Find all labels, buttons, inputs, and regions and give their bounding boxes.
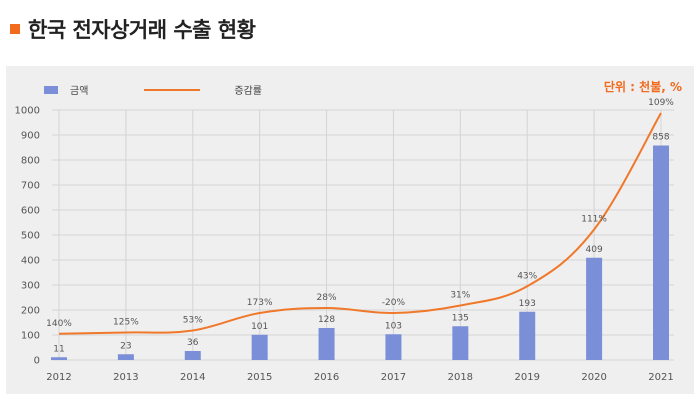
legend-line-swatch-icon bbox=[144, 88, 201, 91]
page-title: 한국 전자상거래 수출 현황 bbox=[28, 18, 256, 42]
line-value-label: 53% bbox=[183, 316, 203, 326]
growth-rate-line bbox=[58, 112, 662, 335]
bar-value-label: 858 bbox=[652, 133, 669, 143]
bar bbox=[251, 334, 268, 360]
bar-value-label: 23 bbox=[120, 341, 131, 351]
y-tick-label: 800 bbox=[21, 156, 40, 167]
bar bbox=[452, 326, 469, 360]
unit-label: 단위 : 천불, % bbox=[603, 80, 682, 94]
line-value-label: 140% bbox=[46, 319, 72, 329]
title-marker-icon bbox=[10, 24, 20, 34]
y-tick-label: 500 bbox=[21, 231, 40, 242]
x-tick-label: 2021 bbox=[648, 372, 673, 383]
y-tick-label: 100 bbox=[21, 331, 40, 342]
legend-bar-label: 금액 bbox=[70, 86, 89, 97]
bar bbox=[117, 354, 134, 360]
line-value-label: 125% bbox=[113, 318, 139, 328]
y-tick-label: 400 bbox=[21, 256, 40, 267]
x-tick-label: 2018 bbox=[448, 372, 473, 383]
bar bbox=[519, 311, 536, 360]
x-tick-label: 2017 bbox=[381, 372, 406, 383]
line-value-label: 173% bbox=[247, 298, 273, 308]
x-tick-label: 2014 bbox=[180, 372, 205, 383]
bar bbox=[184, 351, 201, 360]
line-value-label: 28% bbox=[317, 293, 337, 303]
legend-line-label: 증감률 bbox=[234, 86, 263, 97]
line-value-label: 31% bbox=[450, 291, 470, 301]
x-tick-label: 2016 bbox=[314, 372, 339, 383]
y-tick-label: 300 bbox=[21, 281, 40, 292]
x-tick-label: 2012 bbox=[46, 372, 71, 383]
chart-legend: 금액 증감률 bbox=[44, 82, 262, 97]
y-tick-label: 600 bbox=[21, 206, 40, 217]
y-tick-label: 0 bbox=[34, 356, 40, 367]
bar-value-label: 128 bbox=[318, 315, 335, 325]
x-tick-label: 2015 bbox=[247, 372, 272, 383]
bar-value-label: 11 bbox=[53, 344, 64, 354]
chart-panel: 0 100 200 300 400 500 600 700 800 900 1000 2012 2013… bbox=[6, 66, 694, 394]
bar bbox=[385, 334, 402, 360]
line-value-label: 109% bbox=[648, 98, 674, 108]
page-header: 한국 전자상거래 수출 현황 bbox=[10, 12, 256, 46]
bar bbox=[51, 357, 67, 360]
y-tick-label: 700 bbox=[21, 181, 40, 192]
bar-value-label: 103 bbox=[385, 321, 402, 331]
chart-svg: 0 100 200 300 400 500 600 700 800 900 1000 2012 2013… bbox=[15, 98, 675, 383]
bar-value-label: 101 bbox=[251, 322, 268, 332]
y-tick-label: 200 bbox=[21, 306, 40, 317]
bar bbox=[586, 257, 603, 360]
bar bbox=[653, 145, 669, 360]
y-tick-label: 900 bbox=[21, 131, 40, 142]
line-value-label: 111% bbox=[581, 215, 607, 225]
line-value-label: -20% bbox=[382, 298, 406, 308]
legend-bar-swatch-icon bbox=[44, 85, 58, 94]
line-value-label: 43% bbox=[517, 271, 537, 281]
bar-value-label: 135 bbox=[452, 313, 469, 323]
bar-value-label: 193 bbox=[519, 299, 536, 309]
x-tick-label: 2019 bbox=[514, 372, 539, 383]
bar bbox=[318, 328, 335, 360]
bar-value-label: 36 bbox=[187, 338, 199, 348]
x-tick-label: 2020 bbox=[581, 372, 606, 383]
x-tick-label: 2013 bbox=[113, 372, 138, 383]
bar-value-label: 409 bbox=[586, 245, 603, 255]
y-tick-label: 1000 bbox=[15, 106, 40, 117]
